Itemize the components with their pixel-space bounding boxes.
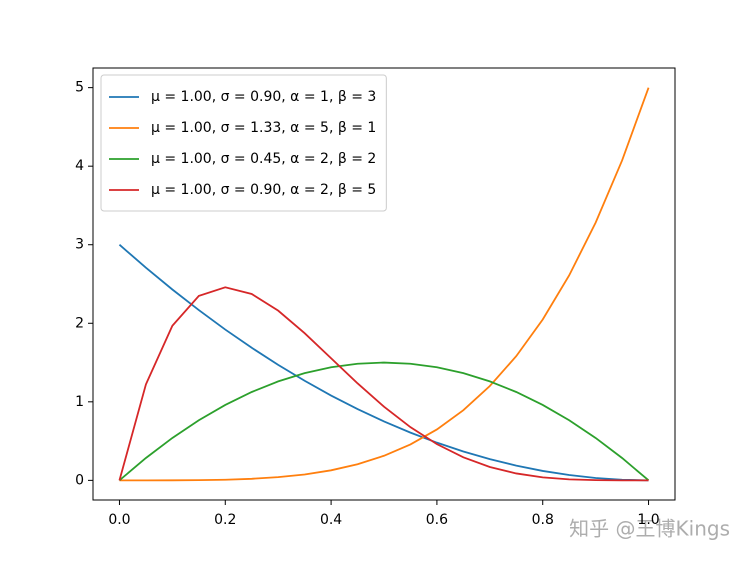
legend: μ = 1.00, σ = 0.90, α = 1, β = 3 μ = 1.00… [100, 74, 387, 212]
legend-label: μ = 1.00, σ = 0.45, α = 2, β = 2 [151, 151, 376, 167]
y-tick-label: 0 [75, 472, 84, 488]
legend-box [100, 74, 387, 212]
y-tick-label: 4 [75, 158, 84, 174]
series-line [119, 87, 650, 482]
legend-label: μ = 1.00, σ = 1.33, α = 5, β = 1 [151, 120, 376, 136]
legend-label: μ = 1.00, σ = 0.90, α = 1, β = 3 [151, 89, 376, 105]
x-tick-label: 0.4 [320, 512, 342, 528]
series-line [118, 244, 649, 482]
y-tick-label: 1 [75, 394, 84, 410]
y-tick-label: 2 [75, 315, 84, 331]
series-line [118, 286, 649, 482]
x-tick-label: 1.0 [637, 512, 659, 528]
x-tick-label: 0.0 [108, 512, 130, 528]
y-tick-label: 5 [75, 80, 84, 96]
x-tick-label: 0.2 [214, 512, 236, 528]
x-tick-label: 0.8 [532, 512, 554, 528]
x-tick-label: 0.6 [426, 512, 448, 528]
legend-label: μ = 1.00, σ = 0.90, α = 2, β = 5 [151, 182, 376, 198]
plot-frame [92, 67, 676, 501]
watermark: 知乎 @王博Kings [569, 517, 730, 541]
y-tick-label: 3 [75, 237, 84, 253]
series-line [118, 361, 650, 482]
